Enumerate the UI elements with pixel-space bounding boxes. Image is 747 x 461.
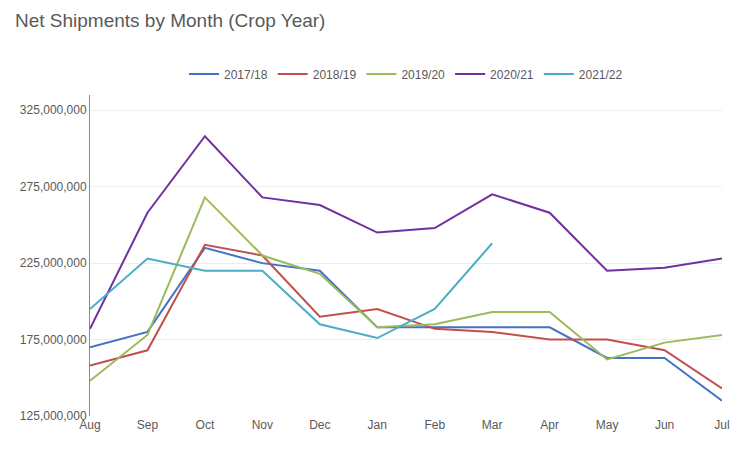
svg-text:Apr: Apr	[540, 418, 559, 432]
svg-text:Nov: Nov	[252, 418, 273, 432]
svg-text:2020/21: 2020/21	[490, 68, 534, 82]
svg-text:Oct: Oct	[196, 418, 215, 432]
svg-text:2019/20: 2019/20	[401, 68, 445, 82]
svg-text:275,000,000: 275,000,000	[20, 180, 87, 194]
svg-text:2021/22: 2021/22	[579, 68, 623, 82]
svg-text:Net Shipments by Month (Crop Y: Net Shipments by Month (Crop Year)	[15, 10, 326, 31]
svg-text:Jan: Jan	[368, 418, 387, 432]
svg-text:Feb: Feb	[424, 418, 445, 432]
svg-text:Mar: Mar	[482, 418, 503, 432]
svg-text:225,000,000: 225,000,000	[20, 256, 87, 270]
svg-text:2018/19: 2018/19	[313, 68, 357, 82]
svg-text:175,000,000: 175,000,000	[20, 333, 87, 347]
svg-text:Jun: Jun	[655, 418, 674, 432]
svg-text:Dec: Dec	[309, 418, 330, 432]
svg-text:125,000,000: 125,000,000	[20, 409, 87, 423]
svg-text:May: May	[596, 418, 619, 432]
svg-text:325,000,000: 325,000,000	[20, 103, 87, 117]
svg-text:2017/18: 2017/18	[224, 68, 268, 82]
svg-text:Aug: Aug	[79, 418, 100, 432]
svg-text:Sep: Sep	[137, 418, 159, 432]
svg-text:Jul: Jul	[714, 418, 729, 432]
